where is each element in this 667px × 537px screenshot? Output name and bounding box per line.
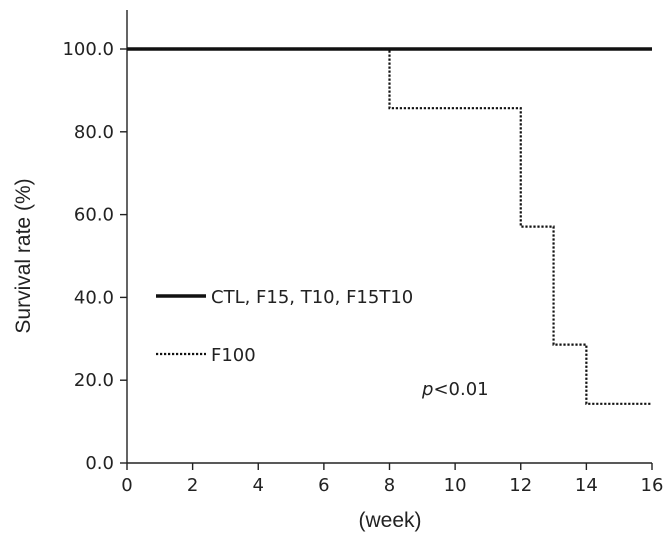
axes: 0.0 20.0 40.0 60.0 80.0 100.0 0 2 4 6 8 10 12 14 16 — [62, 10, 663, 496]
y-tick-label: 0.0 — [85, 453, 114, 474]
p-symbol: p — [421, 379, 433, 400]
y-axis-title: Survival rate (%) — [12, 178, 35, 333]
series-layer — [127, 47, 652, 405]
y-tick-label: 40.0 — [74, 287, 114, 308]
y-tick-label: 20.0 — [74, 370, 114, 391]
p-value-annotation: p<0.01 — [421, 379, 489, 400]
legend-label-f100: F100 — [211, 345, 256, 366]
x-tick-label: 0 — [121, 475, 132, 496]
x-tick-label: 10 — [444, 475, 467, 496]
x-tick-label: 8 — [384, 475, 395, 496]
y-tick-label: 60.0 — [74, 205, 114, 226]
series-line-f100 — [127, 47, 652, 405]
x-tick-label: 16 — [641, 475, 664, 496]
x-tick-label: 12 — [509, 475, 532, 496]
legend: CTL, F15, T10, F15T10 F100 — [156, 287, 413, 366]
y-tick-label: 80.0 — [74, 122, 114, 143]
x-axis-title: (week) — [358, 509, 421, 532]
p-threshold: <0.01 — [433, 379, 488, 400]
y-tick-label: 100.0 — [62, 39, 114, 60]
x-tick-label: 6 — [318, 475, 329, 496]
x-tick-label: 14 — [575, 475, 598, 496]
x-tick-label: 4 — [253, 475, 264, 496]
x-tick-label: 2 — [187, 475, 198, 496]
legend-label-ctl: CTL, F15, T10, F15T10 — [211, 287, 413, 308]
